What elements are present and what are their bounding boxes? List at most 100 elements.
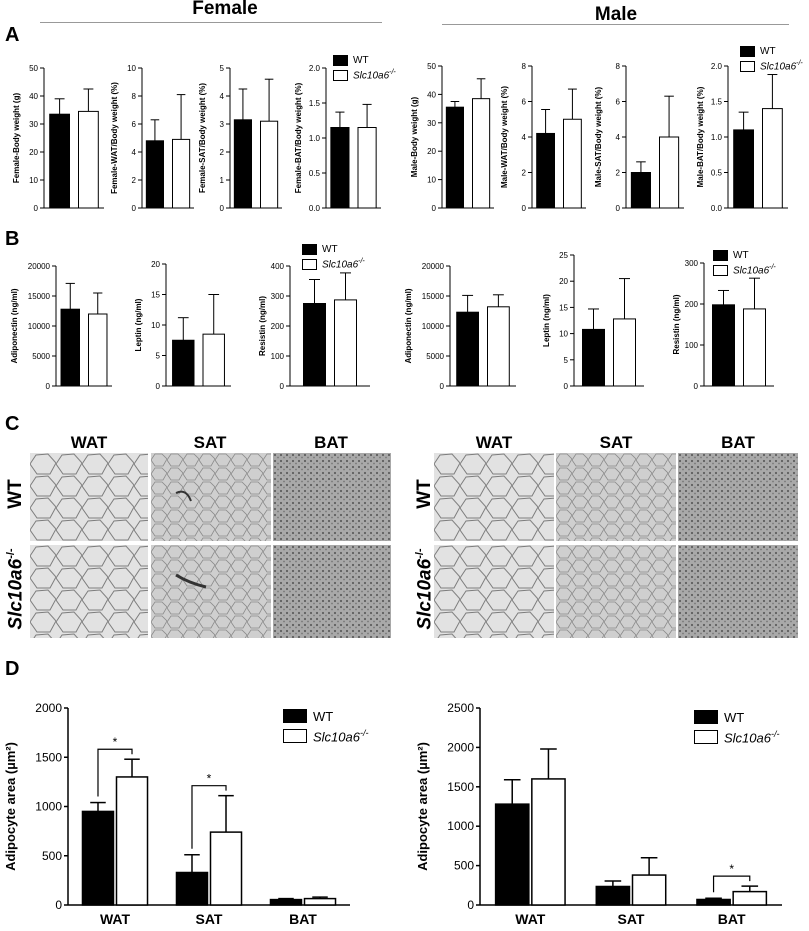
micrograph-wat-wt-female [30,453,148,541]
bar-ko [613,318,636,387]
y-tick-label: 0 [132,204,137,213]
legend-label-ko: Slc10a6-/- [353,69,396,82]
y-axis-label: Male-WAT/Body weight (%) [500,86,509,188]
significance-label: * [113,735,118,749]
legend-d-female: WT Slc10a6-/- [283,706,368,746]
y-tick-label: 500 [42,849,62,863]
bar-ko [659,136,680,209]
y-tick-label: 100 [271,352,285,361]
legend-swatch-ko [302,259,317,270]
y-tick-label: 0 [564,382,569,391]
bar-wt [494,803,530,906]
y-tick-label: 5 [220,64,225,73]
legend-swatch-wt [283,709,307,723]
bar-wt [456,311,480,387]
bar-wt [172,339,195,387]
legend-swatch-wt [302,244,317,255]
y-tick-label: 0 [156,382,161,391]
y-axis-label: Resistin (ng/ml) [672,294,681,354]
y-tick-label: 0 [220,204,225,213]
female-header: Female [192,0,258,19]
bar-ko [357,127,377,209]
micro-col-bat-left: BAT [314,433,348,452]
legend-label-ko: Slc10a6-/- [322,258,365,271]
y-tick-label: 0.0 [309,204,321,213]
y-tick-label: 10 [127,64,136,73]
bar-wt [330,127,350,209]
legend-item-ko: Slc10a6-/- [713,263,776,278]
legend-label-wt: WT [733,250,749,261]
bar-ko [563,118,582,209]
chart-b-female-resistin: Resistin (ng/ml) 0 100 200 300 400 [258,262,370,391]
y-tick-label: 400 [271,262,285,271]
bar-ko [743,308,766,387]
y-tick-label: 1000 [447,819,474,833]
bar-ko [732,890,768,906]
chart-a-male-wat-ratio: Male-WAT/Body weight (%) 0 2 4 6 8 [500,62,586,213]
bar-ko [472,98,491,209]
chart-a-female-sat-ratio: Female-SAT/Body weight (%) 0 1 2 3 4 5 [198,64,282,213]
y-tick-label: 50 [427,62,436,71]
y-tick-label: 40 [29,92,38,101]
bar-ko [334,299,357,387]
legend-item-wt: WT [283,706,368,726]
y-axis-label: Female-WAT/Body weight (%) [110,82,119,194]
y-tick-label: 20 [151,260,160,269]
legend-label-wt: WT [353,55,369,66]
micrograph-wat-ko-female [30,545,148,638]
y-axis-label: Resistin (ng/ml) [258,296,267,356]
female-header-rule [40,22,382,23]
y-tick-label: 2 [132,176,137,185]
legend-item-wt: WT [694,707,779,727]
legend-swatch-wt [740,46,755,57]
panel-letter-c: C [5,413,20,435]
micro-col-sat-left: SAT [193,433,227,452]
micrograph-sat-wt-female [151,453,271,541]
chart-b-female-leptin: Leptin (ng/ml) 0 5 10 15 20 [134,260,231,391]
legend-swatch-wt [713,250,728,261]
bar-ko [88,313,108,387]
legend-label-wt: WT [724,709,745,725]
y-tick-label: 10000 [422,322,445,331]
bar-wt [630,172,651,209]
legend-item-wt: WT [740,44,803,59]
y-tick-label: 0 [55,898,62,912]
y-tick-label: 6 [132,120,137,129]
bar-wt [49,113,70,209]
legend-label-wt: WT [322,244,338,255]
y-tick-label: 5000 [426,352,444,361]
legend-label-ko: Slc10a6-/- [733,264,776,277]
chart-a-male-sat-ratio: Male-SAT/Body weight (%) 0 2 4 6 8 [594,62,684,213]
chart-a-female-body-weight: Female-Body weight (g) 0 10 20 30 40 50 [12,64,104,213]
legend-item-ko: Slc10a6-/- [694,727,779,747]
y-tick-label: 4 [522,133,527,142]
micrograph-bat-ko-male [678,545,798,638]
x-category-label: BAT [289,911,317,927]
legend-label-ko: Slc10a6-/- [760,60,803,73]
y-axis-label: Leptin (ng/ml) [134,298,143,351]
bar-ko [762,108,783,209]
legend-swatch-wt [333,55,348,66]
y-tick-label: 15000 [28,292,51,301]
chart-d-male-adipocyte-area: Adipocyte area (µm²) 0 500 1000 1500 2000 2500… [415,701,782,927]
micrograph-bat-wt-male [678,453,798,541]
y-tick-label: 4 [132,148,137,157]
bar-ko [172,138,191,209]
micrograph-sat-wt-male [556,453,676,541]
y-tick-label: 1000 [35,800,62,814]
chart-b-male-resistin: Resistin (ng/ml) 0 100 200 300 [672,259,774,391]
micrograph-sat-ko-male [556,545,676,638]
legend-item-ko: Slc10a6-/- [302,257,365,272]
legend-item-ko: Slc10a6-/- [333,68,396,83]
legend-swatch-wt [694,710,718,724]
bar-ko [531,778,566,906]
y-tick-label: 0 [467,898,474,912]
panel-letter-a: A [5,24,20,46]
micro-row-ko-left: Slc10a6-/- [5,548,27,630]
y-tick-label: 20000 [28,262,51,271]
micrograph-sat-ko-female [151,545,271,638]
y-tick-label: 50 [29,64,38,73]
bar-wt [733,129,754,209]
y-axis-label: Adiponectin (ng/ml) [10,288,19,363]
y-axis-label: Female-SAT/Body weight (%) [198,83,207,193]
